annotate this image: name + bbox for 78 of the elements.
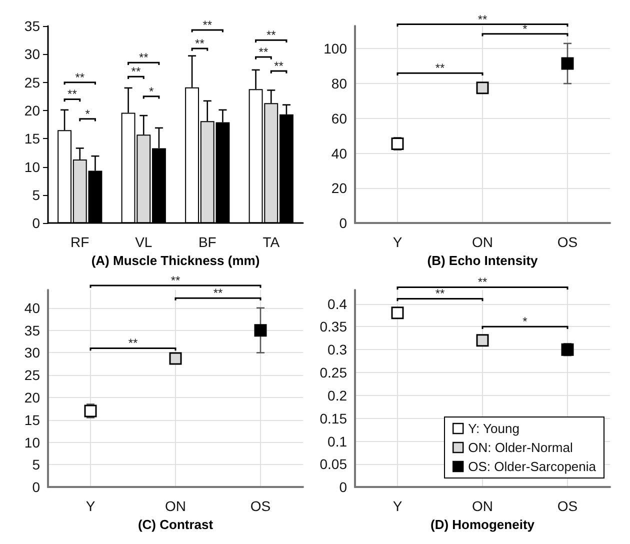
annotation: * — [148, 84, 154, 98]
annotation: ** — [195, 36, 205, 51]
y-tick-label: 30 — [24, 344, 40, 361]
x-tick-label: OS — [250, 498, 271, 514]
y-tick-label: 0.4 — [328, 296, 348, 312]
y-tick-label: 0 — [339, 215, 348, 232]
y-tick-label: 0 — [32, 479, 40, 496]
y-tick-label: 80 — [331, 76, 348, 92]
annotation: * — [522, 22, 528, 36]
y-tick-label: 10 — [24, 158, 40, 175]
x-tick-label: OS — [557, 498, 578, 514]
x-tick-label: BF — [198, 234, 216, 250]
y-tick-label: 0.2 — [328, 387, 348, 404]
point — [391, 306, 404, 320]
point — [476, 82, 489, 94]
x-tick-label: Y — [86, 498, 96, 514]
y-tick-label: 25 — [24, 367, 40, 384]
y-tick-label: 0 — [32, 215, 40, 232]
y-tick-label: 40 — [24, 300, 40, 316]
y-tick-label: 40 — [331, 145, 348, 162]
annotation: ** — [128, 336, 138, 350]
x-tick-label: ON — [165, 498, 186, 514]
y-tick-label: 0.3 — [328, 342, 348, 358]
y-tick-label: 10 — [24, 434, 40, 450]
y-tick-label: 20 — [24, 390, 40, 406]
x-axis-title: (C) Contrast — [138, 517, 214, 532]
x-tick-label: RF — [70, 234, 90, 250]
y-tick-label: 25 — [24, 74, 40, 90]
x-tick-label: VL — [135, 234, 152, 250]
annotation: ** — [68, 87, 78, 102]
x-axis-title: (D) Homogeneity — [430, 517, 536, 532]
legend-label: Y: Young — [468, 421, 520, 436]
annotation: ** — [435, 286, 445, 301]
x-tick-label: Y — [392, 234, 403, 250]
text: ** — [170, 274, 180, 288]
point — [254, 324, 267, 337]
annotation: ** — [258, 44, 268, 59]
annotation: ** — [478, 12, 488, 26]
y-tick-label: 20 — [331, 180, 348, 196]
legend-label: ON: Older-Normal — [468, 440, 573, 455]
y-tick-label: 15 — [24, 130, 40, 147]
y-tick-label: 0.15 — [320, 410, 348, 426]
annotation: ** — [266, 28, 276, 42]
x-tick-label: OS — [557, 234, 578, 250]
annotation: ** — [75, 70, 85, 84]
y-tick-label: 30 — [24, 46, 40, 62]
y-tick-label: 35 — [24, 322, 40, 338]
point — [169, 352, 182, 365]
y-tick-label: 100 — [324, 40, 348, 57]
annotation: * — [522, 314, 528, 329]
x-tick-label: ON — [472, 498, 493, 514]
y-tick-label: 0.35 — [320, 318, 348, 335]
y-tick-label: 35 — [24, 18, 40, 34]
y-tick-label: 60 — [331, 110, 348, 126]
y-tick-label: 0.1 — [328, 433, 348, 450]
x-axis-title: (A) Muscle Thickness (mm) — [91, 253, 260, 268]
legend-label: OS: Older-Sarcopenia — [468, 459, 597, 474]
annotation: * — [85, 106, 90, 121]
text: ** — [478, 275, 488, 290]
y-tick-label: 0 — [339, 479, 348, 496]
x-axis-title: (B) Echo Intensity — [427, 253, 539, 268]
y-tick-label: 5 — [32, 186, 40, 203]
y-tick-label: 0.05 — [320, 456, 348, 472]
x-tick-label: ON — [472, 234, 493, 250]
annotation: ** — [213, 286, 223, 300]
point — [561, 57, 574, 70]
y-tick-label: 5 — [32, 456, 40, 473]
annotation: ** — [435, 61, 445, 76]
annotation: ** — [138, 50, 149, 65]
x-tick-label: TA — [262, 234, 280, 250]
annotation: ** — [202, 18, 212, 32]
y-tick-label: 15 — [24, 412, 40, 428]
point — [476, 334, 489, 347]
annotation: ** — [274, 59, 284, 74]
y-tick-label: 0.25 — [320, 364, 348, 381]
annotation: ** — [131, 64, 141, 79]
x-tick-label: Y — [392, 498, 403, 514]
y-tick-label: 20 — [24, 102, 40, 118]
